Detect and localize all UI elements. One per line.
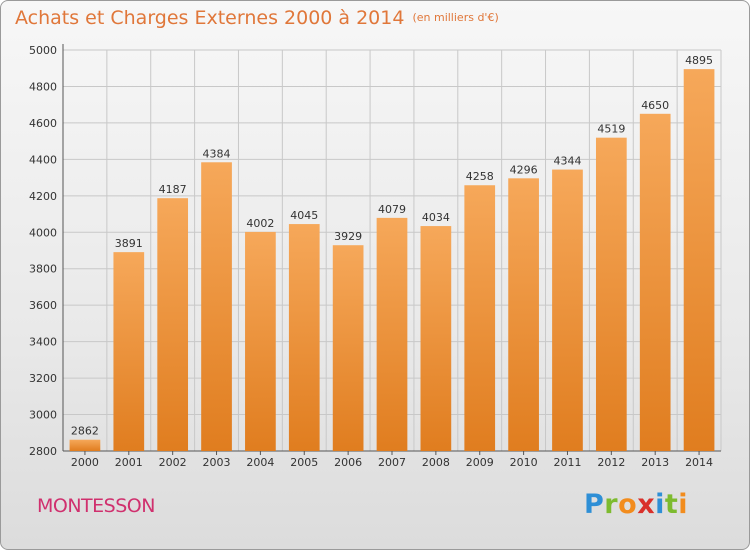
y-tick-label: 4000	[29, 226, 57, 239]
logo-letter: x	[637, 489, 656, 520]
bar	[113, 252, 145, 451]
y-tick-label: 4600	[29, 117, 57, 130]
bar-value-label: 4519	[597, 123, 625, 136]
bar-value-label: 4895	[685, 54, 713, 67]
bar	[157, 198, 189, 451]
y-tick-label: 3800	[29, 263, 57, 276]
x-tick-label: 2014	[685, 456, 713, 469]
bar-value-label: 3929	[334, 230, 362, 243]
logo-letter: t	[664, 489, 679, 520]
x-tick-label: 2001	[115, 456, 143, 469]
x-tick-label: 2009	[466, 456, 494, 469]
city-name: MONTESSON	[37, 495, 155, 517]
x-tick-label: 2004	[246, 456, 274, 469]
bars	[69, 69, 715, 451]
data-labels: 2862 3891 4187 4384 4002 4045 3929 4079 4034 4258…	[71, 54, 713, 438]
bar-value-label: 4384	[203, 147, 231, 160]
bar	[420, 226, 452, 451]
y-tick-label: 3000	[29, 409, 57, 422]
bar-value-label: 4045	[290, 209, 318, 222]
logo-letter: o	[618, 489, 638, 520]
bar	[288, 224, 320, 451]
y-tick-label: 3400	[29, 336, 57, 349]
bar-value-label: 4344	[553, 155, 581, 168]
y-tick-label: 3200	[29, 372, 57, 385]
bar	[201, 162, 232, 451]
y-tick-label: 4400	[29, 153, 57, 166]
x-tick-label: 2005	[290, 456, 318, 469]
bar-value-label: 4002	[246, 217, 274, 230]
x-tick-label: 2008	[422, 456, 450, 469]
axes: 2800 3000 3200 3400 3600 3800 4000 4200 4400 4600…	[29, 44, 721, 469]
chart-title-text: Achats et Charges Externes 2000 à 2014	[15, 7, 405, 29]
y-tick-label: 4200	[29, 190, 57, 203]
chart-title: Achats et Charges Externes 2000 à 2014 (e…	[15, 7, 499, 29]
bar	[639, 113, 671, 451]
bar	[508, 178, 539, 451]
bar-value-label: 4079	[378, 203, 406, 216]
bar-value-label: 4187	[159, 183, 187, 196]
logo-letter: i	[678, 489, 689, 520]
bar	[376, 217, 408, 451]
x-tick-label: 2000	[71, 456, 99, 469]
y-tick-label: 4800	[29, 80, 57, 93]
bar	[595, 137, 627, 451]
y-tick-label: 5000	[29, 44, 57, 57]
logo-letter: r	[604, 489, 619, 520]
x-tick-label: 2006	[334, 456, 362, 469]
bar-value-label: 4258	[466, 170, 494, 183]
bar	[552, 169, 583, 451]
bar-value-label: 2862	[71, 425, 99, 438]
bar	[464, 185, 496, 451]
bar	[683, 69, 715, 451]
y-tick-label: 2800	[29, 445, 57, 458]
x-tick-label: 2002	[159, 456, 187, 469]
chart-subtitle: (en milliers d'€)	[412, 11, 499, 24]
bar-value-label: 3891	[115, 237, 143, 250]
x-tick-label: 2011	[553, 456, 581, 469]
x-tick-label: 2012	[597, 456, 625, 469]
bar	[69, 439, 101, 451]
proxiti-logo: Proxiti	[584, 489, 688, 520]
logo-letter: P	[584, 489, 605, 520]
bar-value-label: 4650	[641, 99, 669, 112]
y-tick-label: 3600	[29, 299, 57, 312]
x-tick-label: 2013	[641, 456, 669, 469]
bar-value-label: 4034	[422, 211, 450, 224]
x-tick-label: 2003	[203, 456, 231, 469]
logo-letter: i	[655, 489, 665, 520]
x-tick-label: 2007	[378, 456, 406, 469]
bar	[245, 231, 276, 451]
bar-value-label: 4296	[510, 163, 538, 176]
x-tick-label: 2010	[510, 456, 538, 469]
bar	[332, 245, 364, 451]
